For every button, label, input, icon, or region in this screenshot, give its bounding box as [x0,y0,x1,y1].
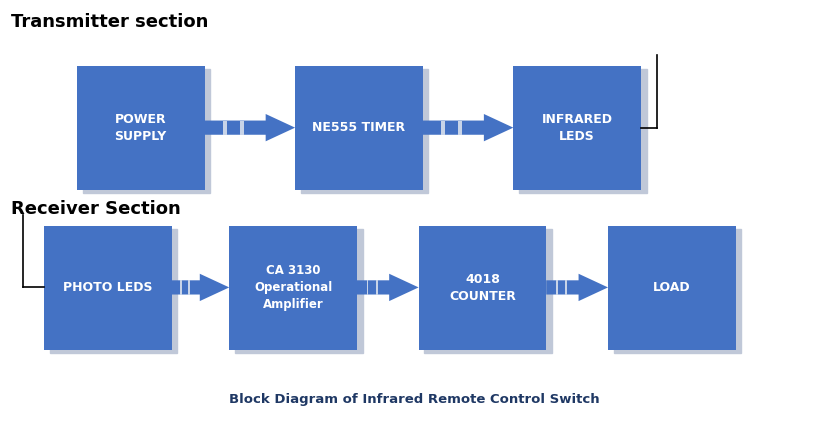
Text: Transmitter section: Transmitter section [11,13,208,31]
FancyBboxPatch shape [424,229,551,353]
FancyBboxPatch shape [77,66,205,190]
FancyBboxPatch shape [613,229,740,353]
Polygon shape [239,121,243,135]
Polygon shape [171,274,229,301]
Text: PHOTO LEDS: PHOTO LEDS [63,281,152,294]
Text: POWER
SUPPLY: POWER SUPPLY [114,113,166,143]
FancyBboxPatch shape [418,226,546,350]
Polygon shape [223,121,226,135]
Text: Receiver Section: Receiver Section [11,200,181,219]
FancyBboxPatch shape [295,66,422,190]
Polygon shape [458,121,461,135]
Polygon shape [356,274,418,301]
FancyBboxPatch shape [513,66,640,190]
Polygon shape [546,274,607,301]
Text: LOAD: LOAD [652,281,690,294]
Text: INFRARED
LEDS: INFRARED LEDS [541,113,612,143]
FancyBboxPatch shape [229,226,356,350]
FancyBboxPatch shape [518,69,646,193]
FancyBboxPatch shape [607,226,734,350]
Text: NE555 TIMER: NE555 TIMER [312,121,405,134]
Polygon shape [188,280,190,294]
Polygon shape [565,280,566,294]
FancyBboxPatch shape [50,229,177,353]
Text: 4018
COUNTER: 4018 COUNTER [449,273,515,302]
FancyBboxPatch shape [44,226,171,350]
Polygon shape [180,280,181,294]
Polygon shape [205,114,295,141]
FancyBboxPatch shape [83,69,210,193]
Polygon shape [366,280,368,294]
Polygon shape [422,114,513,141]
Polygon shape [556,280,557,294]
Text: Block Diagram of Infrared Remote Control Switch: Block Diagram of Infrared Remote Control… [229,393,599,406]
FancyBboxPatch shape [234,229,362,353]
Text: CA 3130
Operational
Amplifier: CA 3130 Operational Amplifier [253,264,332,311]
FancyBboxPatch shape [301,69,428,193]
Polygon shape [440,121,444,135]
Polygon shape [375,280,377,294]
